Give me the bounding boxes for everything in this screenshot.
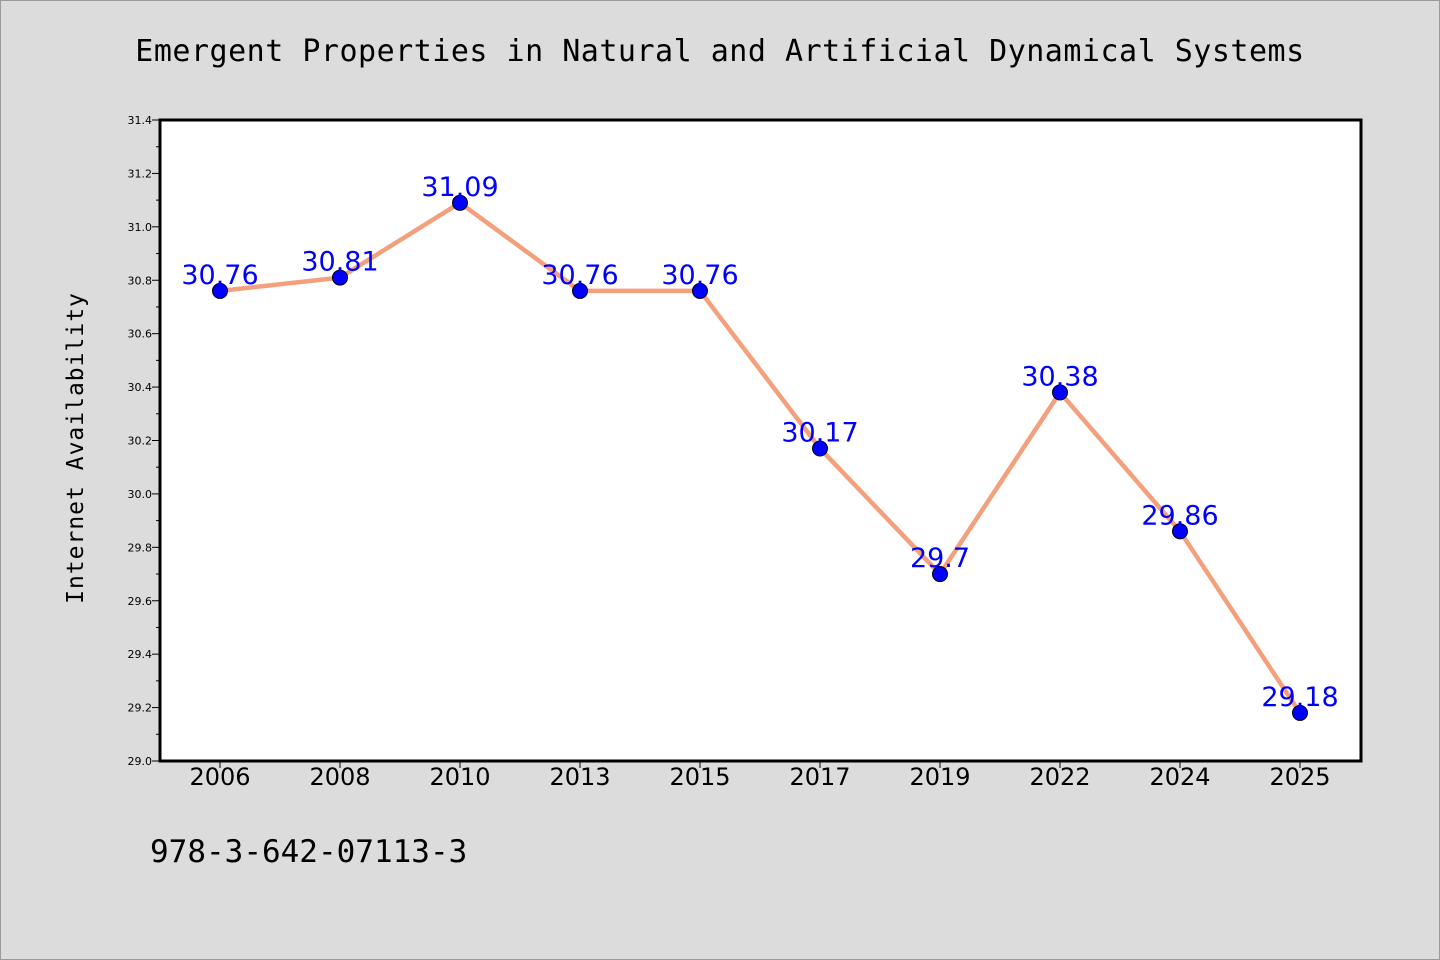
y-axis-label: Internet Availability [63, 292, 89, 604]
data-point [1172, 523, 1188, 540]
x-tick-label: 2008 [309, 763, 370, 791]
data-label: 29.18 [1261, 682, 1338, 713]
x-tick-label: 2017 [789, 763, 850, 791]
data-points [212, 194, 1308, 721]
x-tick-label: 2015 [669, 763, 730, 791]
y-tick-label: 29.2 [128, 702, 153, 715]
x-tick-label: 2019 [909, 763, 970, 791]
data-point [812, 440, 828, 457]
data-label: 29.86 [1141, 500, 1218, 531]
y-axis: 29.0 29.2 29.4 29.6 29.8 30.0 30.2 30.4 30.6 30.8… [128, 114, 160, 768]
data-point [1052, 384, 1068, 401]
data-point [1292, 704, 1308, 721]
data-point [692, 282, 708, 299]
data-label: 30.76 [181, 260, 258, 291]
y-tick-label: 31.4 [128, 114, 153, 127]
data-point [332, 269, 348, 286]
x-tick-label: 2013 [549, 763, 610, 791]
plot-area [158, 118, 1363, 763]
x-tick-label: 2010 [429, 763, 490, 791]
y-tick-label: 29.8 [128, 541, 153, 554]
data-point [452, 194, 468, 211]
data-label: 30.38 [1021, 361, 1098, 392]
y-tick-label: 31.2 [128, 167, 153, 180]
data-label: 30.76 [661, 260, 738, 291]
x-tick-label: 2025 [1269, 763, 1330, 791]
y-tick-label: 30.8 [128, 274, 153, 287]
y-tick-label: 30.6 [128, 328, 153, 341]
data-point [212, 282, 228, 299]
x-tick-label: 2024 [1149, 763, 1210, 791]
data-label: 31.09 [421, 172, 498, 203]
data-label: 29.7 [910, 543, 970, 574]
data-label: 30.17 [781, 418, 858, 449]
isbn-code: 978-3-642-07113-3 [150, 834, 468, 870]
x-tick-label: 2006 [189, 763, 250, 791]
data-label: 30.81 [301, 247, 378, 278]
y-tick-label: 30.2 [128, 435, 153, 448]
data-point [572, 282, 588, 299]
y-tick-label: 29.0 [128, 755, 153, 768]
chart-title: Emergent Properties in Natural and Artif… [135, 34, 1305, 69]
y-tick-label: 31.0 [128, 221, 153, 234]
y-tick-label: 30.0 [128, 488, 153, 501]
x-axis: 2006 2008 2010 2013 2015 2017 2019 2022 2024 2025 [189, 761, 1331, 791]
series-line [219, 200, 1302, 715]
data-labels: 30.76 30.81 31.09 30.76 30.76 30.17 29.7 30.38 2… [181, 172, 1338, 713]
data-point [932, 566, 948, 583]
y-tick-label: 29.4 [128, 648, 153, 661]
x-tick-label: 2022 [1029, 763, 1090, 791]
y-tick-label: 30.4 [128, 381, 153, 394]
y-tick-label: 29.6 [128, 595, 153, 608]
data-label: 30.76 [541, 260, 618, 291]
